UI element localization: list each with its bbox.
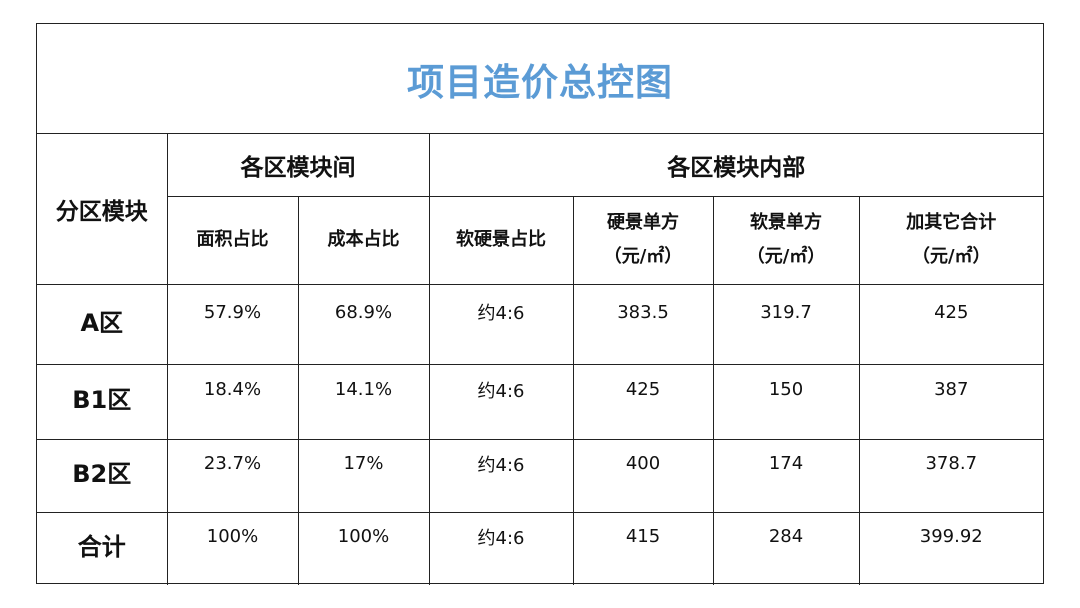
header-other-total: 加其它合计 （元/㎡） [858, 195, 1043, 285]
row-area-label: A区 [37, 283, 168, 365]
cost-ratio-cell: 68.9% [297, 283, 430, 365]
header-soft-unit-name: 软景单方 [750, 212, 822, 233]
header-hard-unit-measure: （元/㎡） [603, 246, 683, 267]
area-ratio-value: 57.9% [203, 301, 262, 323]
soft-unit-cell: 284 [712, 511, 860, 585]
cost-ratio-value: 14.1% [334, 379, 393, 400]
row-area-label: 合计 [37, 511, 168, 585]
area-ratio-cell: 23.7% [166, 438, 299, 513]
cost-ratio-cell: 100% [297, 511, 430, 585]
other-total-value: 378.7 [925, 453, 978, 474]
header-group-between: 各区模块间 [166, 134, 430, 197]
page-title: 项目造价总控图 [407, 60, 673, 104]
soft-hard-value: 约4:6 [477, 454, 525, 476]
other-total-value: 425 [934, 301, 969, 323]
header-soft-unit: 软景单方 （元/㎡） [712, 195, 860, 285]
cost-ratio-value: 68.9% [334, 301, 393, 323]
soft-unit-cell: 319.7 [712, 283, 860, 365]
soft-unit-value: 319.7 [760, 301, 812, 323]
area-ratio-cell: 57.9% [166, 283, 299, 365]
soft-hard-cell: 约4:6 [428, 283, 574, 365]
soft-unit-value: 150 [768, 379, 804, 400]
header-hard-unit: 硬景单方 （元/㎡） [572, 195, 714, 285]
row-area-text: B1区 [72, 386, 132, 414]
cost-table: 分区模块 各区模块间 各区模块内部 面积占比 成本占比 软硬景占比 硬景单方 （… [37, 134, 1043, 585]
hard-unit-cell: 400 [572, 438, 714, 513]
header-soft-hard-ratio: 软硬景占比 [428, 195, 574, 285]
other-total-cell: 425 [858, 283, 1043, 365]
hard-unit-value: 415 [625, 526, 661, 548]
other-total-cell: 387 [858, 363, 1043, 440]
hard-unit-value: 400 [625, 453, 661, 474]
area-ratio-cell: 100% [166, 511, 299, 585]
hard-unit-value: 383.5 [617, 301, 669, 323]
row-area-text: A区 [80, 308, 124, 337]
header-other-total-name: 加其它合计 [906, 212, 997, 233]
table-row: B2区 23.7% 17% 约4:6 400 174 378.7 [37, 438, 1043, 513]
area-ratio-value: 18.4% [203, 379, 262, 400]
other-total-value: 387 [934, 379, 969, 400]
cost-ratio-cell: 17% [297, 438, 430, 513]
header-group-row: 分区模块 各区模块间 各区模块内部 [37, 134, 1043, 285]
row-area-text: B2区 [72, 460, 132, 488]
header-cost-ratio: 成本占比 [297, 195, 430, 285]
cost-ratio-value: 17% [343, 453, 384, 474]
other-total-value: 399.92 [919, 526, 983, 548]
hard-unit-value: 425 [625, 379, 661, 400]
row-area-label: B1区 [37, 363, 168, 440]
soft-hard-cell: 约4:6 [428, 438, 574, 513]
row-area-text: 合计 [77, 533, 126, 562]
header-sub-row: 面积占比 成本占比 软硬景占比 硬景单方 （元/㎡） 软景单方 （元/㎡） 加其… [37, 195, 1043, 285]
soft-unit-value: 174 [768, 453, 804, 474]
table-row-total: 合计 100% 100% 约4:6 415 284 399.92 [37, 511, 1043, 585]
hard-unit-cell: 383.5 [572, 283, 714, 365]
header-hard-unit-name: 硬景单方 [607, 212, 679, 233]
cost-ratio-value: 100% [337, 526, 390, 548]
soft-hard-cell: 约4:6 [428, 363, 574, 440]
area-ratio-value: 23.7% [203, 453, 262, 474]
cost-ratio-cell: 14.1% [297, 363, 430, 440]
table-title-row: 项目造价总控图 [37, 24, 1043, 134]
header-group-inner: 各区模块内部 [428, 134, 1043, 197]
header-other-total-measure: （元/㎡） [911, 246, 991, 267]
table-row: A区 57.9% 68.9% 约4:6 383.5 319.7 425 [37, 283, 1043, 365]
soft-unit-value: 284 [768, 526, 804, 548]
soft-hard-value: 约4:6 [477, 303, 525, 324]
row-area-label: B2区 [37, 438, 168, 513]
area-ratio-value: 100% [206, 526, 259, 548]
soft-hard-value: 约4:6 [477, 380, 525, 402]
area-ratio-cell: 18.4% [166, 363, 299, 440]
header-soft-unit-measure: （元/㎡） [746, 246, 826, 267]
header-area: 分区模块 [37, 134, 168, 285]
hard-unit-cell: 425 [572, 363, 714, 440]
cost-control-table-frame: 项目造价总控图 分区模块 各区模块间 各区模块内部 面积占比 成本占比 软硬景占… [36, 23, 1044, 585]
other-total-cell: 399.92 [858, 511, 1043, 585]
hard-unit-cell: 415 [572, 511, 714, 585]
soft-unit-cell: 174 [712, 438, 860, 513]
soft-unit-cell: 150 [712, 363, 860, 440]
other-total-cell: 378.7 [858, 438, 1043, 513]
soft-hard-value: 约4:6 [477, 527, 525, 549]
header-area-ratio: 面积占比 [167, 195, 299, 285]
table-row: B1区 18.4% 14.1% 约4:6 425 150 387 [37, 363, 1043, 440]
soft-hard-cell: 约4:6 [428, 511, 574, 585]
